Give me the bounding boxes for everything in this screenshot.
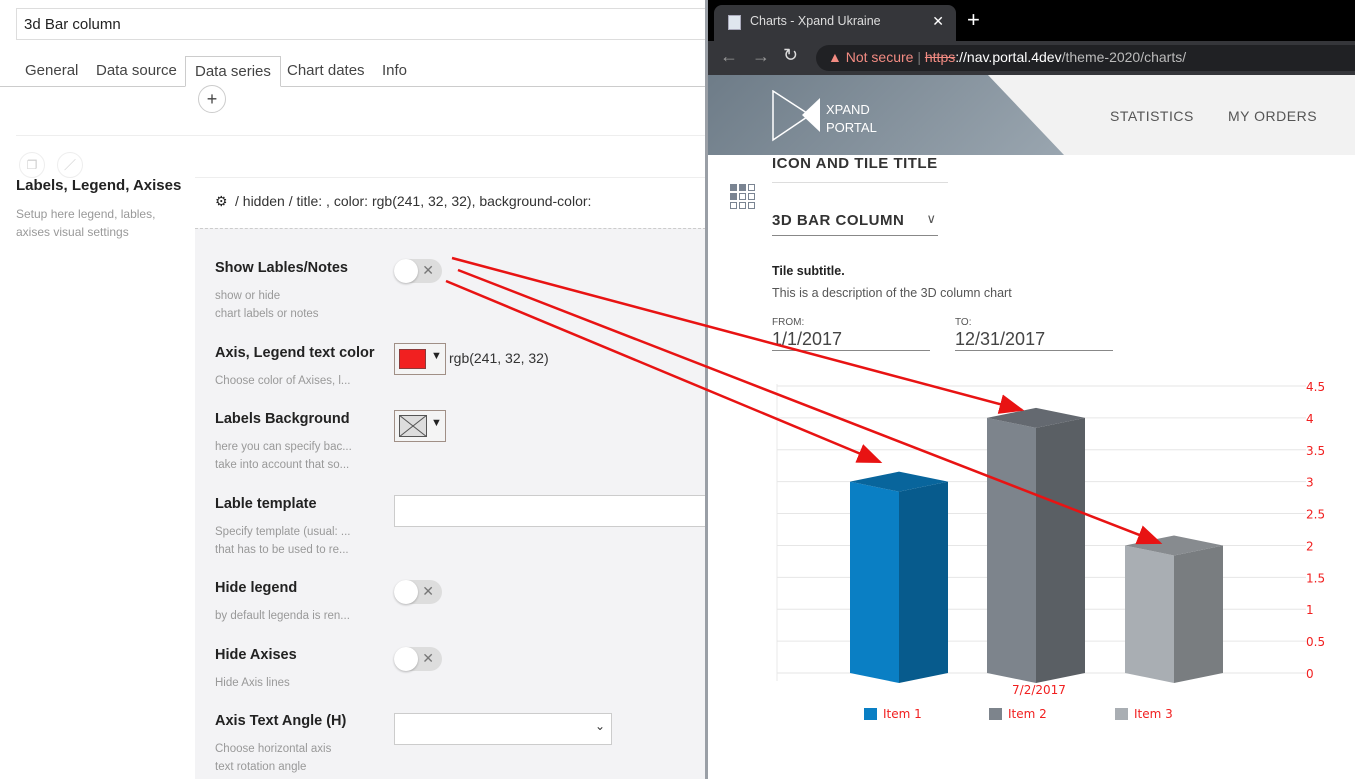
grid-icon[interactable] bbox=[729, 183, 759, 211]
url-input[interactable]: ▲ Not secure | https://nav.portal.4dev/t… bbox=[816, 45, 1355, 71]
tile-title: ICON AND TILE TITLE bbox=[772, 155, 938, 172]
y-tick-label: 1.5 bbox=[1306, 571, 1325, 585]
tab-data-series[interactable]: Data series bbox=[185, 56, 281, 87]
labels-background-picker[interactable]: ▼ bbox=[394, 410, 446, 442]
new-tab-icon[interactable]: + bbox=[967, 7, 980, 32]
no-color-icon bbox=[399, 415, 427, 437]
chart-type-select[interactable]: 3D BAR COLUMN ∨ bbox=[772, 211, 938, 236]
field-desc: by default legenda is ren... bbox=[215, 610, 350, 622]
field-desc: Choose color of Axises, l... bbox=[215, 375, 351, 387]
field-label: Show Lables/Notes bbox=[215, 260, 348, 276]
legend-item: Item 2 bbox=[1008, 707, 1047, 721]
tab-info[interactable]: Info bbox=[382, 62, 408, 79]
y-tick-label: 0 bbox=[1306, 667, 1314, 681]
divider bbox=[195, 177, 706, 178]
field-label: Hide legend bbox=[215, 580, 298, 596]
bar-side bbox=[899, 481, 948, 683]
site-header: XPAND PORTAL STATISTICS MY ORDERS bbox=[708, 75, 1355, 155]
hide-axises-toggle[interactable]: ✕ bbox=[394, 647, 442, 671]
y-tick-label: 1 bbox=[1306, 603, 1314, 617]
bar-front bbox=[987, 417, 1036, 683]
y-tick-label: 3.5 bbox=[1306, 444, 1325, 458]
x-icon: ✕ bbox=[422, 262, 434, 278]
bar-side bbox=[1174, 545, 1223, 683]
axis-color-picker[interactable]: ▼ bbox=[394, 343, 446, 375]
section-description: Setup here legend, lables, axises visual… bbox=[16, 207, 156, 239]
not-secure-label: Not secure bbox=[845, 49, 914, 65]
field-desc: Hide Axis lines bbox=[215, 677, 290, 689]
forward-icon[interactable]: → bbox=[752, 46, 770, 66]
y-tick-label: 3 bbox=[1306, 476, 1314, 490]
y-tick-label: 2 bbox=[1306, 539, 1314, 553]
chevron-down-icon: ⌄ bbox=[595, 719, 606, 733]
brush-icon[interactable]: ／ bbox=[57, 152, 83, 178]
editor-tabs: General Data source Data series Chart da… bbox=[0, 56, 706, 87]
warning-icon: ▲ bbox=[828, 49, 842, 65]
copy-icon[interactable]: ❐ bbox=[19, 152, 45, 178]
legend-swatch bbox=[989, 708, 1002, 720]
back-icon[interactable]: ← bbox=[720, 46, 738, 66]
divider bbox=[16, 135, 706, 136]
tab-general[interactable]: General bbox=[25, 62, 79, 79]
field-label: Hide Axises bbox=[215, 647, 297, 663]
field-label: Labels Background bbox=[215, 411, 350, 427]
legend-swatch bbox=[864, 708, 877, 720]
bar-side bbox=[1036, 417, 1085, 683]
legend-swatch bbox=[1115, 708, 1128, 720]
add-series-button[interactable]: + bbox=[198, 85, 226, 113]
nav-statistics[interactable]: STATISTICS bbox=[1110, 108, 1194, 124]
browser-tab[interactable]: Charts - Xpand Ukraine ✕ bbox=[714, 5, 956, 41]
page-icon bbox=[728, 15, 741, 30]
y-tick-label: 0.5 bbox=[1306, 635, 1325, 649]
field-desc: show or hide chart labels or notes bbox=[215, 290, 319, 320]
section-title: Labels, Legend, Axises bbox=[16, 177, 182, 194]
y-tick-label: 4 bbox=[1306, 412, 1314, 426]
field-desc: Choose horizontal axis text rotation angl… bbox=[215, 743, 332, 773]
x-tick-label: 7/2/2017 bbox=[1012, 683, 1066, 697]
field-label: Lable template bbox=[215, 496, 317, 512]
bar-front bbox=[850, 481, 899, 683]
xpand-logo: XPAND PORTAL bbox=[772, 90, 877, 142]
close-tab-icon[interactable]: ✕ bbox=[932, 13, 944, 29]
reload-icon[interactable]: ↻ bbox=[783, 45, 799, 65]
y-tick-label: 4.5 bbox=[1306, 380, 1325, 394]
show-labels-toggle[interactable]: ✕ bbox=[394, 259, 442, 283]
svg-text:XPAND: XPAND bbox=[826, 102, 870, 117]
y-tick-label: 2.5 bbox=[1306, 508, 1325, 522]
tab-strip: Charts - Xpand Ukraine ✕ + bbox=[708, 0, 1355, 41]
bar-front bbox=[1125, 545, 1174, 683]
field-desc: here you can specify bac... take into acc… bbox=[215, 441, 352, 471]
axis-text-angle-select[interactable] bbox=[394, 713, 612, 745]
x-icon: ✕ bbox=[422, 650, 434, 666]
chevron-down-icon: ∨ bbox=[926, 211, 936, 226]
address-bar: ← → ↻ ▲ Not secure | https://nav.portal.… bbox=[708, 41, 1355, 75]
settings-path: / hidden / title: , color: rgb(241, 32, … bbox=[235, 193, 592, 209]
nav-my-orders[interactable]: MY ORDERS bbox=[1228, 108, 1318, 124]
legend-item: Item 1 bbox=[883, 707, 922, 721]
tab-chart-dates[interactable]: Chart dates bbox=[287, 62, 365, 79]
tab-data-source[interactable]: Data source bbox=[96, 62, 177, 79]
chart-title-input[interactable]: 3d Bar column bbox=[16, 8, 706, 40]
gear-icon[interactable]: ⚙ bbox=[215, 193, 228, 209]
legend-item: Item 3 bbox=[1134, 707, 1173, 721]
hide-legend-toggle[interactable]: ✕ bbox=[394, 580, 442, 604]
svg-text:PORTAL: PORTAL bbox=[826, 120, 877, 135]
x-icon: ✕ bbox=[422, 583, 434, 599]
field-desc: Specify template (usual: ... that has to … bbox=[215, 526, 351, 556]
field-label: Axis, Legend text color bbox=[215, 345, 375, 361]
field-label: Axis Text Angle (H) bbox=[215, 713, 347, 729]
